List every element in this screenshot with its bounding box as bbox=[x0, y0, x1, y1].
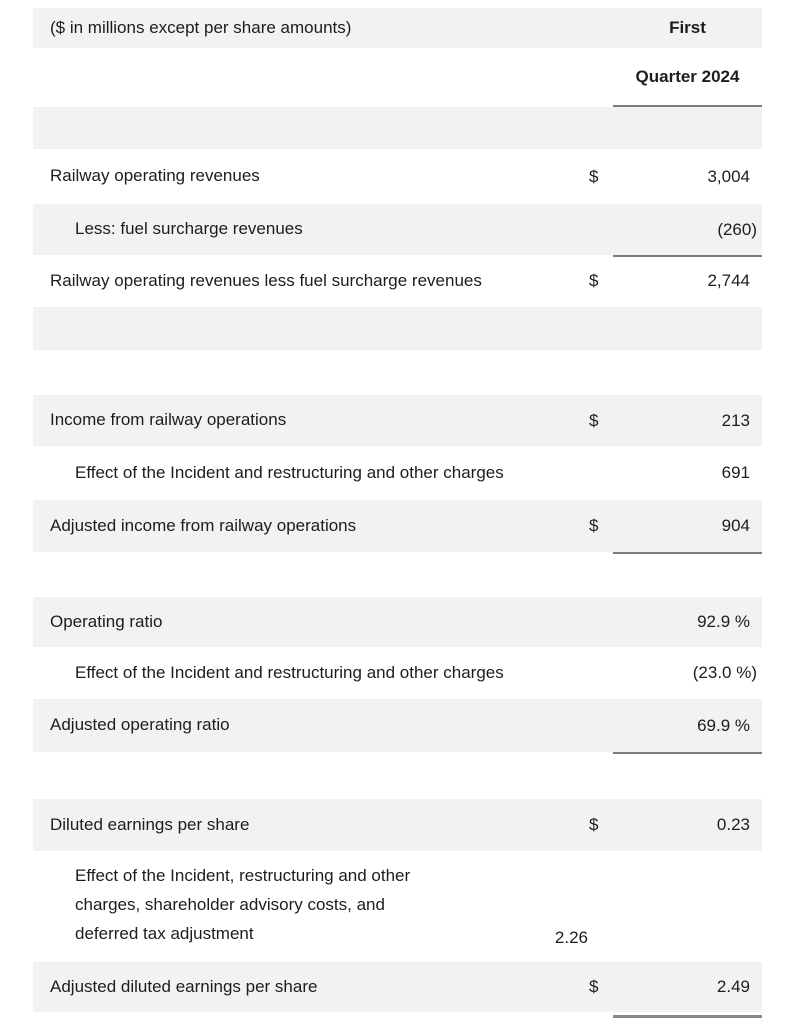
row-effect-incident-operations: Effect of the Incident and restructuring… bbox=[33, 446, 762, 502]
row-label: Effect of the Incident, restructuring an… bbox=[75, 866, 411, 944]
dollar-sign: $ bbox=[589, 815, 599, 834]
spacer-row bbox=[33, 350, 762, 395]
row-label: Railway operating revenues less fuel sur… bbox=[50, 270, 482, 290]
row-diluted-eps: Diluted earnings per share $ 0.23 bbox=[33, 799, 762, 851]
row-value: (23.0 %) bbox=[613, 647, 762, 701]
row-adjusted-diluted-eps: Adjusted diluted earnings per share $ 2.… bbox=[33, 962, 762, 1018]
dollar-sign: $ bbox=[589, 271, 599, 290]
row-label: Operating ratio bbox=[50, 611, 163, 631]
row-value: 691 bbox=[613, 446, 762, 502]
period-header-line1: First bbox=[669, 18, 706, 37]
row-adjusted-operating-ratio: Adjusted operating ratio 69.9 % bbox=[33, 699, 762, 754]
row-less-fuel-surcharge-revenues: Less: fuel surcharge revenues (260) bbox=[33, 204, 762, 257]
row-label: Effect of the Incident and restructuring… bbox=[75, 662, 504, 682]
period-header-line2: Quarter 2024 bbox=[613, 48, 762, 107]
row-value: 69.9 % bbox=[613, 699, 762, 754]
row-revenues-less-fuel-surcharge: Railway operating revenues less fuel sur… bbox=[33, 255, 762, 309]
row-effect-incident-ratio: Effect of the Incident and restructuring… bbox=[33, 647, 762, 701]
dollar-sign: $ bbox=[589, 410, 599, 430]
spacer-row bbox=[33, 307, 762, 350]
spacer-row bbox=[33, 752, 762, 799]
row-value: (260) bbox=[613, 204, 762, 257]
units-note: ($ in millions except per share amounts) bbox=[50, 17, 352, 37]
row-adjusted-income-from-railway-operations: Adjusted income from railway operations … bbox=[33, 500, 762, 554]
row-value: 3,004 bbox=[707, 166, 750, 186]
row-label: Effect of the Incident and restructuring… bbox=[75, 462, 504, 482]
period-header-row: Quarter 2024 bbox=[33, 48, 762, 107]
dollar-sign: $ bbox=[589, 166, 599, 186]
row-value: 904 bbox=[613, 500, 762, 554]
row-label: Less: fuel surcharge revenues bbox=[75, 219, 303, 239]
row-label: Railway operating revenues bbox=[50, 166, 260, 186]
row-value: 2.26 bbox=[451, 851, 600, 964]
row-value: 92.9 % bbox=[697, 612, 750, 631]
row-label: Diluted earnings per share bbox=[50, 814, 250, 834]
spacer-row bbox=[33, 107, 762, 149]
row-operating-ratio: Operating ratio 92.9 % bbox=[33, 597, 762, 647]
dollar-sign: $ bbox=[589, 977, 599, 996]
row-railway-operating-revenues: Railway operating revenues $ 3,004 bbox=[33, 149, 762, 204]
row-label: Income from railway operations bbox=[50, 410, 287, 430]
row-label: Adjusted diluted earnings per share bbox=[50, 976, 318, 996]
row-effect-incident-eps: Effect of the Incident, restructuring an… bbox=[33, 851, 762, 964]
table-header-row: ($ in millions except per share amounts)… bbox=[33, 8, 762, 48]
spacer-row bbox=[33, 552, 762, 597]
row-label: Adjusted operating ratio bbox=[50, 715, 230, 735]
row-label: Adjusted income from railway operations bbox=[50, 515, 357, 535]
row-value: 2.49 bbox=[613, 962, 762, 1018]
dollar-sign: $ bbox=[589, 516, 599, 535]
row-income-from-railway-operations: Income from railway operations $ 213 bbox=[33, 395, 762, 446]
row-value: 213 bbox=[721, 410, 750, 430]
row-value: 0.23 bbox=[716, 815, 750, 834]
row-value: 2,744 bbox=[613, 255, 762, 309]
